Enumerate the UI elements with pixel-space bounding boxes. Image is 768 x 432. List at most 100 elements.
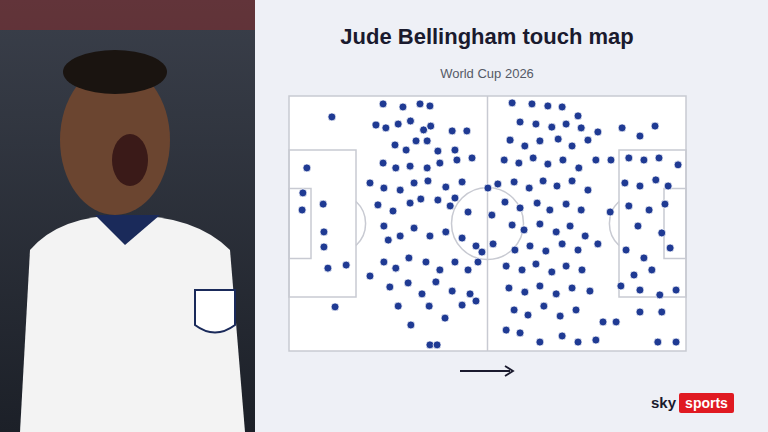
touch — [494, 180, 502, 188]
touch — [645, 206, 653, 214]
photo-crowd — [0, 0, 255, 30]
touch — [386, 283, 394, 291]
pitch-frame — [289, 96, 686, 351]
touch — [303, 164, 311, 172]
six-yard-box — [289, 189, 311, 259]
touch — [320, 228, 328, 236]
touch — [526, 242, 534, 250]
photo-collar — [95, 215, 160, 245]
touch — [380, 184, 388, 192]
touch — [463, 127, 471, 135]
touch — [672, 286, 680, 294]
touch — [640, 254, 648, 262]
photo-hair — [63, 50, 167, 94]
background — [0, 0, 768, 432]
touch — [558, 332, 566, 340]
touch — [556, 312, 564, 320]
touch — [466, 290, 474, 298]
touch — [392, 164, 400, 172]
touch — [640, 156, 648, 164]
touch — [436, 266, 444, 274]
penalty-arc — [356, 202, 366, 246]
touch — [510, 178, 518, 186]
touch — [399, 103, 407, 111]
touch — [654, 338, 662, 346]
touch — [410, 224, 418, 232]
touch — [328, 113, 336, 121]
touch — [536, 137, 544, 145]
touch — [423, 164, 431, 172]
touch — [389, 207, 397, 215]
touch — [422, 258, 430, 266]
touch — [451, 258, 459, 266]
touch — [562, 262, 570, 270]
touch — [539, 177, 547, 185]
touch — [648, 266, 656, 274]
touch — [636, 132, 644, 140]
touch — [394, 302, 402, 310]
touch — [655, 154, 663, 162]
touch — [379, 100, 387, 108]
touch — [516, 329, 524, 337]
touch — [636, 286, 644, 294]
touch — [410, 179, 418, 187]
touch — [599, 318, 607, 326]
touch — [472, 297, 480, 305]
touch — [658, 308, 666, 316]
touch — [516, 204, 524, 212]
touch — [554, 135, 562, 143]
photo — [0, 0, 255, 432]
touch — [500, 156, 508, 164]
touch — [568, 284, 576, 292]
touch — [558, 103, 566, 111]
touch — [453, 156, 461, 164]
touch — [406, 199, 414, 207]
touch — [407, 321, 415, 329]
touch — [502, 326, 510, 334]
touch — [436, 159, 444, 167]
touch — [433, 341, 441, 349]
touch — [442, 228, 450, 236]
touch — [426, 232, 434, 240]
touch — [396, 186, 404, 194]
touch — [380, 222, 388, 230]
touch — [574, 338, 582, 346]
touch — [374, 201, 382, 209]
touch — [521, 288, 529, 296]
touch — [532, 120, 540, 128]
title: Jude Bellingham touch map — [340, 24, 633, 49]
touch — [472, 242, 480, 250]
touch — [366, 272, 374, 280]
touch — [478, 248, 486, 256]
touch — [432, 278, 440, 286]
subtitle: World Cup 2026 — [440, 66, 534, 81]
halfway-line — [487, 96, 489, 351]
touch — [405, 254, 413, 262]
touch — [652, 176, 660, 184]
touch — [299, 189, 307, 197]
touch — [572, 306, 580, 314]
touch — [423, 137, 431, 145]
touch — [636, 182, 644, 190]
touch — [502, 262, 510, 270]
touch — [542, 247, 550, 255]
touch — [510, 306, 518, 314]
touch — [448, 287, 456, 295]
touch — [592, 336, 600, 344]
touch — [656, 291, 664, 299]
touch — [406, 162, 414, 170]
touch — [488, 211, 496, 219]
touch — [574, 112, 582, 120]
touch — [674, 161, 682, 169]
touch — [532, 260, 540, 268]
touch — [536, 338, 544, 346]
photo-mouth — [112, 134, 148, 186]
touch — [508, 99, 516, 107]
touch — [382, 124, 390, 132]
touch — [391, 141, 399, 149]
touch — [661, 200, 669, 208]
touch — [468, 154, 476, 162]
touch — [412, 137, 420, 145]
touch — [425, 302, 433, 310]
touch — [426, 102, 434, 110]
